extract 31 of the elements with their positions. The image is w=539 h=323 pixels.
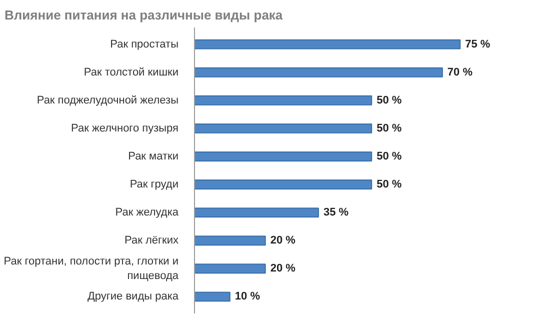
y-tick-label: Рак желудка [115,206,180,219]
data-label: 20 % [270,262,296,275]
data-label: 50 % [376,122,402,134]
data-label: 20 % [270,234,296,247]
bar [194,123,372,134]
y-tick-label: Рак груди [130,178,179,191]
bar [194,151,372,162]
y-tick-label: Рак гортани, полости рта, глотки и пищевода [4,255,180,282]
bar [194,208,319,218]
bar [194,67,443,78]
data-label: 50 % [376,150,402,162]
bar [194,236,266,246]
bar [194,39,461,50]
data-label: 50 % [376,94,402,106]
bar [194,264,266,274]
data-label: 75 % [465,38,490,50]
y-tick-label: Другие виды рака [87,290,180,303]
y-tick-label: Рак желчного пузыря [71,122,179,134]
y-tick-label: Рак толстой кишки [84,66,178,78]
data-label: 50 % [376,178,402,191]
chart-title: Влияние питания на различные виды рака [4,8,284,22]
y-tick-label: Рак матки [128,150,179,162]
data-label: 35 % [323,206,349,219]
y-tick-label: Рак лёгких [124,234,179,247]
y-tick-label: Рак поджелудочной железы [36,94,179,106]
y-tick-label: Рак простаты [110,38,179,50]
bar [194,292,230,302]
bar [194,180,372,190]
bar [194,95,372,106]
data-label: 10 % [234,290,260,303]
data-label: 70 % [447,66,473,78]
